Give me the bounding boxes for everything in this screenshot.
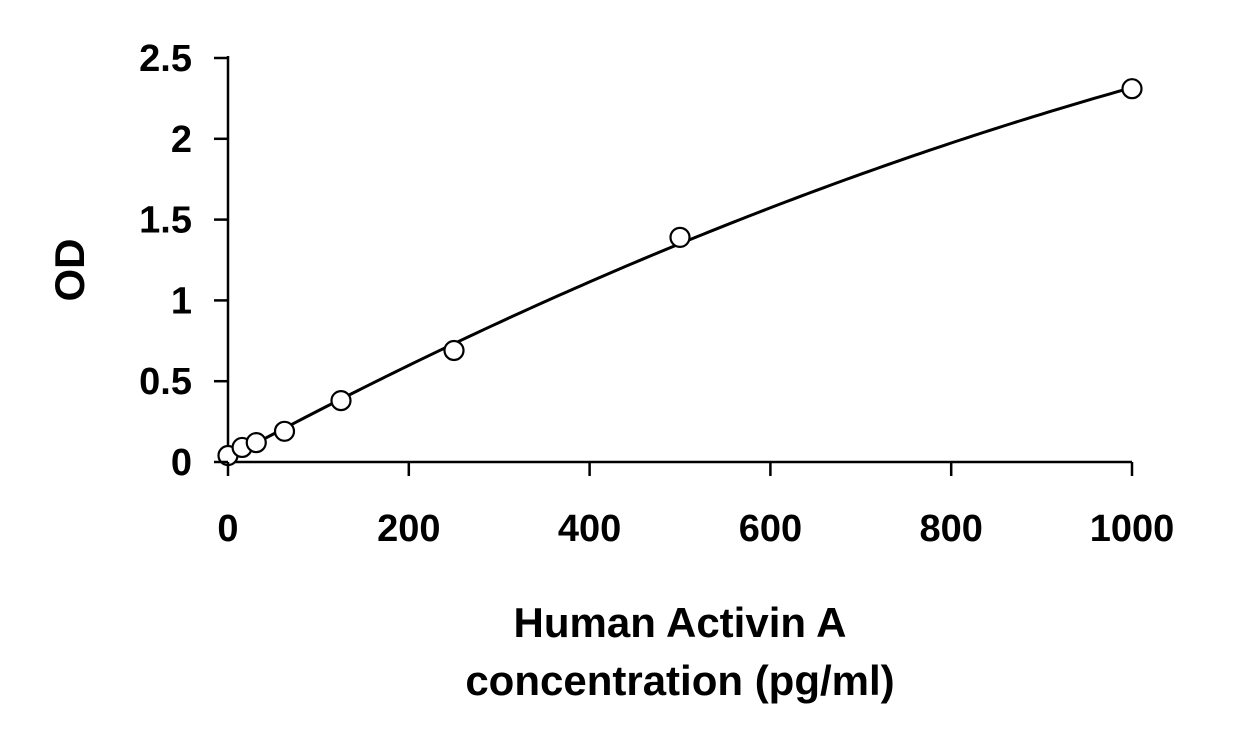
- y-tick-label: 2: [171, 119, 192, 161]
- data-point: [273, 420, 296, 442]
- x-tick-label: 200: [377, 508, 440, 550]
- data-point: [669, 226, 691, 248]
- x-tick-label: 800: [919, 508, 982, 550]
- fit-curve: [227, 86, 1133, 460]
- x-axis-ticks: 0 200 400 600 800 1000: [217, 462, 1174, 550]
- plot-area: [217, 56, 1143, 467]
- y-axis-label: OD: [46, 239, 93, 302]
- x-tick-label: 400: [558, 508, 621, 550]
- data-point: [443, 339, 465, 362]
- y-axis-ticks: 0 0.5 1 1.5 2 2.5: [139, 38, 228, 484]
- y-tick-label: 1: [171, 280, 192, 322]
- data-point: [1121, 78, 1143, 100]
- x-tick-label: 600: [739, 508, 802, 550]
- data-point: [245, 432, 267, 454]
- y-tick-label: 0.5: [139, 361, 192, 403]
- x-axis-label-line-1: Human Activin A: [514, 599, 847, 646]
- y-tick-label: 0: [171, 442, 192, 484]
- y-tick-label: 2.5: [139, 38, 192, 80]
- x-tick-label: 0: [217, 508, 238, 550]
- x-axis-label-line-2: concentration (pg/ml): [465, 657, 894, 704]
- x-tick-label: 1000: [1090, 508, 1175, 550]
- y-tick-label: 1.5: [139, 200, 192, 242]
- data-point: [330, 389, 352, 412]
